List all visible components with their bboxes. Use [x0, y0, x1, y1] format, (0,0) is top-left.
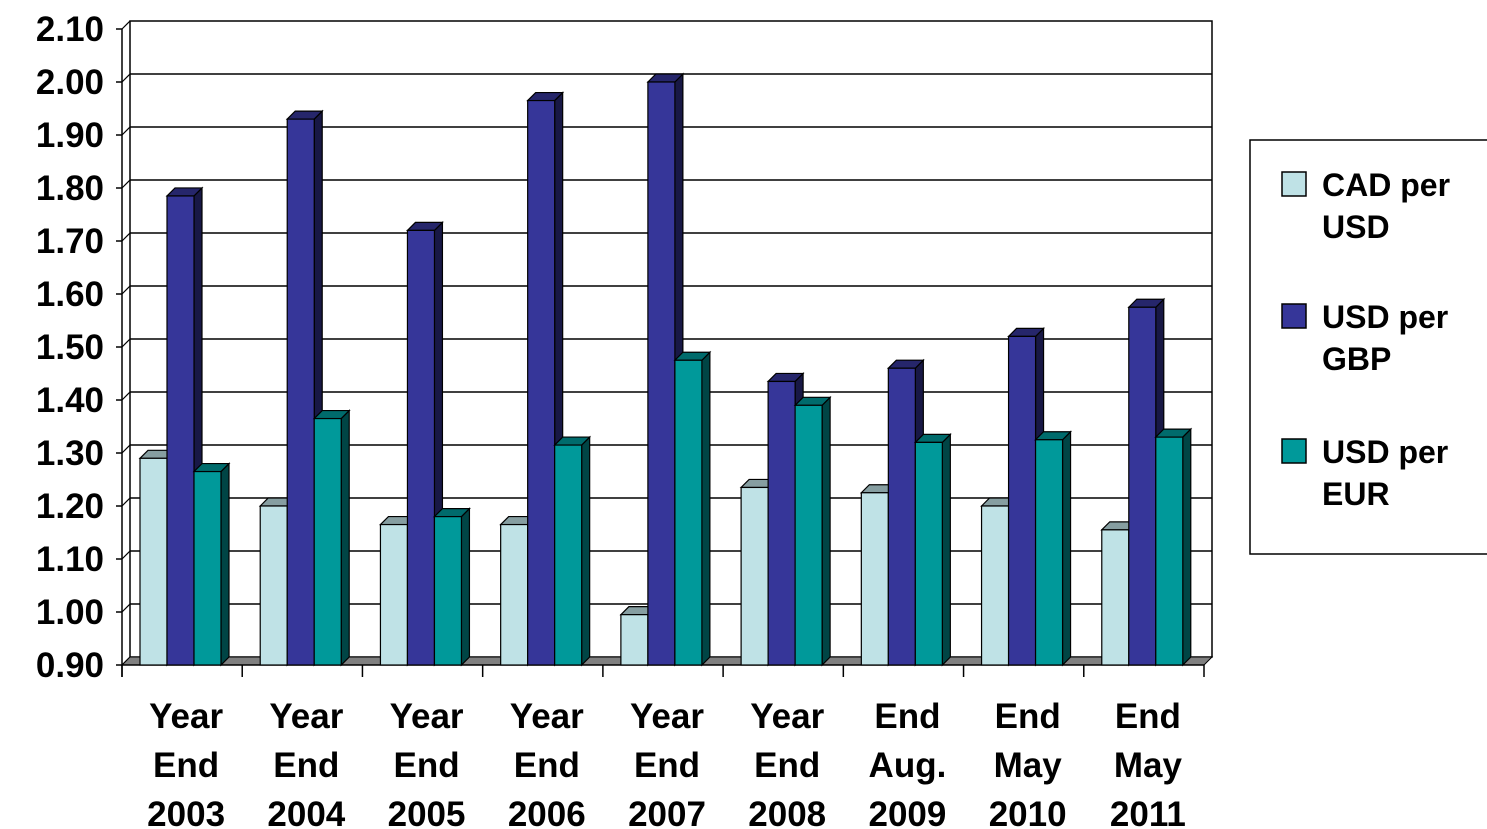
x-tick-label: Year End 2004: [267, 697, 345, 829]
gridline-side: [121, 232, 131, 242]
gridline-side: [121, 126, 131, 136]
bar: [1034, 439, 1064, 666]
x-tick-label: Year End 2008: [748, 697, 826, 829]
bar-side: [220, 462, 230, 667]
x-tick-label: End May 2011: [1110, 697, 1186, 829]
bar: [794, 404, 823, 666]
legend-swatch: [1281, 438, 1307, 464]
y-tick-label: 1.60: [36, 275, 104, 314]
bar: [1128, 306, 1157, 666]
bar: [1155, 436, 1184, 666]
bar-side: [581, 435, 591, 667]
bars: [138, 72, 1193, 667]
y-tick-label: 1.30: [36, 434, 104, 473]
legend-swatch: [1281, 171, 1307, 197]
legend: CAD per USD USD per GBP USD per EUR: [1249, 139, 1487, 555]
y-axis-tick-labels: 0.90 1.00 1.10 1.20 1.30 1.40 1.50 1.60 1.70 1.80…: [36, 10, 104, 685]
bar: [527, 99, 556, 666]
gridline-side: [121, 444, 131, 454]
bar: [647, 81, 676, 666]
bar: [914, 441, 943, 666]
bar-side: [941, 432, 951, 667]
bar: [379, 523, 409, 666]
bar-side: [1182, 427, 1192, 667]
gridline-side: [121, 603, 131, 613]
gridline-side: [121, 285, 131, 295]
y-tick-label: 1.00: [36, 593, 104, 632]
gridline-side: [121, 338, 131, 348]
legend-swatch: [1281, 303, 1307, 329]
y-tick-label: 1.50: [36, 328, 104, 367]
y-tick-label: 1.20: [36, 487, 104, 526]
bar: [193, 470, 222, 666]
bar: [674, 359, 703, 666]
x-tick-label: End May 2010: [989, 697, 1067, 829]
gridline-side: [121, 497, 131, 507]
bar: [767, 380, 796, 666]
bar: [620, 614, 649, 666]
x-tick-label: Year End 2007: [628, 697, 706, 829]
bar: [313, 417, 342, 666]
bar: [1101, 529, 1130, 666]
legend-label: USD per GBP: [1322, 299, 1448, 377]
bar: [887, 367, 916, 666]
y-tick-label: 2.10: [36, 10, 104, 49]
legend-label: USD per EUR: [1322, 434, 1448, 512]
gridline-side: [121, 391, 131, 401]
x-tick-label: Year End 2003: [147, 697, 225, 829]
x-tick-label: Year End 2006: [508, 697, 586, 829]
y-tick-label: 1.70: [36, 222, 104, 261]
bar: [980, 505, 1010, 666]
x-axis-tick-labels: Year End 2003 Year End 2004 Year End 2005 Year End…: [147, 697, 1186, 829]
bar: [166, 195, 195, 666]
bar: [740, 486, 769, 666]
bar: [554, 444, 583, 666]
bar: [406, 229, 436, 666]
bar: [860, 492, 889, 666]
y-tick-label: 1.90: [36, 116, 104, 155]
bar-side: [701, 350, 711, 667]
x-tick-label: Year End 2005: [388, 697, 466, 829]
y-tick-label: 0.90: [36, 646, 104, 685]
y-tick-label: 2.00: [36, 63, 104, 102]
gridline-side: [121, 179, 131, 189]
bar: [500, 523, 529, 666]
y-tick-label: 1.10: [36, 540, 104, 579]
y-tick-label: 1.40: [36, 381, 104, 420]
legend-box: [1249, 139, 1487, 555]
bar: [1007, 335, 1037, 666]
bar-side: [1061, 430, 1072, 667]
bar-side: [460, 507, 471, 667]
bar-side: [821, 395, 831, 667]
bar-side: [340, 409, 350, 667]
legend-label: CAD per USD: [1322, 167, 1450, 245]
gridline-side: [121, 550, 131, 560]
bar: [286, 118, 315, 666]
bar: [433, 515, 463, 666]
x-tick-label: End Aug. 2009: [869, 697, 947, 829]
bar: [139, 457, 168, 666]
gridline-side: [121, 20, 131, 30]
gridline-side: [121, 73, 131, 83]
bar: [259, 505, 288, 666]
y-tick-label: 1.80: [36, 169, 104, 208]
